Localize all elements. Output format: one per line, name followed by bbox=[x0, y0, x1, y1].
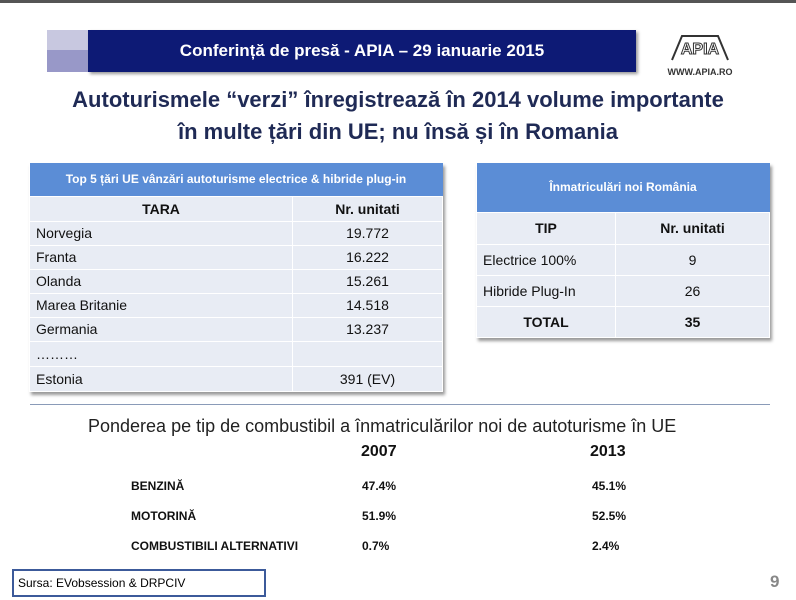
svg-text:APIA: APIA bbox=[681, 41, 720, 58]
table-cell: 14.518 bbox=[292, 292, 443, 318]
romania-registrations-table: Înmatriculări noi România TIP Nr. unitati… bbox=[476, 163, 770, 338]
table-cell bbox=[292, 340, 443, 367]
banner-text: Conferință de presă - APIA – 29 ianuarie… bbox=[179, 41, 545, 60]
column-header: TIP bbox=[476, 211, 616, 245]
page-title-line1: Autoturismele “verzi” înregistrează în 2… bbox=[72, 87, 724, 112]
banner: Conferință de presă - APIA – 29 ianuarie… bbox=[88, 30, 636, 72]
table-row: Franta 16.222 bbox=[29, 244, 443, 270]
table-row: Hibride Plug-In 26 bbox=[476, 274, 770, 307]
apia-logo: APIA WWW.APIA.RO bbox=[660, 32, 740, 77]
fuel-value: 2.4% bbox=[592, 539, 620, 553]
table-cell: Norvegia bbox=[29, 220, 293, 246]
table-cell: TOTAL bbox=[476, 305, 616, 338]
table-cell: ……… bbox=[29, 340, 293, 367]
column-header: Nr. unitati bbox=[292, 195, 443, 222]
fuel-value: 47.4% bbox=[362, 479, 397, 493]
source-box: Sursa: EVobsession & DRPCIV bbox=[12, 569, 266, 597]
top5-eu-table: Top 5 țări UE vânzări autoturisme electr… bbox=[29, 163, 443, 392]
column-header: Nr. unitati bbox=[615, 211, 770, 245]
page-title-line2: în multe țări din UE; nu însă și în Roma… bbox=[177, 119, 619, 144]
table-row: Germania 13.237 bbox=[29, 316, 443, 342]
apia-logo-icon: APIA bbox=[671, 35, 729, 61]
fuel-value: 51.9% bbox=[362, 509, 397, 523]
fuel-value: 52.5% bbox=[592, 509, 627, 523]
table-row: Olanda 15.261 bbox=[29, 268, 443, 294]
table-cell: 15.261 bbox=[292, 268, 443, 294]
table-row: Norvegia 19.772 bbox=[29, 220, 443, 246]
table-cell: Electrice 100% bbox=[476, 243, 616, 276]
decor-square bbox=[47, 30, 91, 50]
table-cell: Marea Britanie bbox=[29, 292, 293, 318]
table-cell: 16.222 bbox=[292, 244, 443, 270]
table-row: Estonia 391 (EV) bbox=[29, 365, 443, 392]
page-number: 9 bbox=[770, 572, 780, 591]
fuel-title: Ponderea pe tip de combustibil a înmatri… bbox=[88, 416, 677, 436]
table-row: Marea Britanie 14.518 bbox=[29, 292, 443, 318]
table-cell: Olanda bbox=[29, 268, 293, 294]
table-caption: Înmatriculări noi România bbox=[476, 163, 770, 212]
fuel-label: COMBUSTIBILI ALTERNATIVI bbox=[131, 539, 299, 553]
table-cell: 19.772 bbox=[292, 220, 443, 246]
fuel-label: BENZINĂ bbox=[131, 479, 185, 493]
year-2013: 2013 bbox=[590, 443, 626, 460]
table-cell: 9 bbox=[615, 243, 770, 276]
table-row: ……… bbox=[29, 340, 443, 367]
fuel-label: MOTORINĂ bbox=[131, 509, 197, 523]
decor-square bbox=[47, 50, 91, 72]
divider bbox=[30, 404, 770, 405]
fuel-value: 45.1% bbox=[592, 479, 627, 493]
column-header: TARA bbox=[29, 195, 293, 222]
table-cell: Estonia bbox=[29, 365, 293, 392]
table-row: Electrice 100% 9 bbox=[476, 243, 770, 276]
table-row: TOTAL 35 bbox=[476, 305, 770, 338]
table-caption: Top 5 țări UE vânzări autoturisme electr… bbox=[29, 163, 443, 196]
top-border bbox=[0, 0, 796, 3]
logo-url: WWW.APIA.RO bbox=[667, 67, 733, 77]
table-cell: Franta bbox=[29, 244, 293, 270]
year-2007: 2007 bbox=[361, 443, 397, 460]
table-cell: Hibride Plug-In bbox=[476, 274, 616, 307]
table-cell: 13.237 bbox=[292, 316, 443, 342]
fuel-value: 0.7% bbox=[362, 539, 390, 553]
table-cell: 26 bbox=[615, 274, 770, 307]
table-cell: 35 bbox=[615, 305, 770, 338]
table-cell: Germania bbox=[29, 316, 293, 342]
table-cell: 391 (EV) bbox=[292, 365, 443, 392]
